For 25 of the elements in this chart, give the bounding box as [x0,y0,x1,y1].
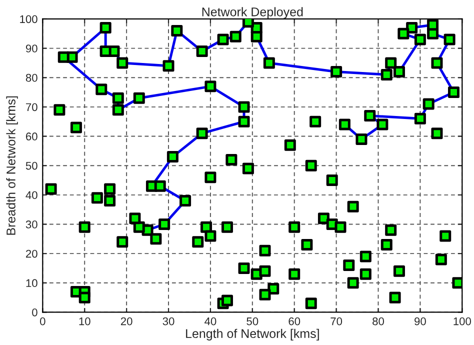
x-tick-label: 30 [162,317,174,326]
x-tick-label: 20 [120,317,132,326]
x-tick-label: 100 [454,317,471,326]
x-tick-label: 60 [288,317,300,326]
y-tick-label: 60 [26,132,38,140]
y-tick-label: 20 [26,250,38,258]
y-tick-label: 50 [26,162,38,170]
x-axis-title: Length of Network [kms] [186,328,319,340]
y-tick-label: 100 [20,15,38,24]
y-tick-label: 30 [26,220,38,228]
chart-title: Network Deployed [202,7,303,19]
y-tick-label: 10 [26,279,38,288]
x-tick-label: 40 [204,317,216,326]
y-tick-label: 80 [26,74,38,82]
y-tick-label: 90 [26,44,38,52]
x-tick-label: 10 [79,317,90,326]
y-tick-label: 70 [26,103,38,112]
x-tick-label: 90 [414,317,426,326]
x-tick-label: 50 [246,317,258,326]
y-tick-label: 0 [32,308,38,316]
x-tick-label: 80 [372,317,384,326]
y-tick-label: 40 [26,191,38,200]
y-axis-title: Breadth of Network [kms] [6,96,18,235]
x-tick-label: 70 [330,317,342,326]
x-tick-label: 0 [40,317,46,326]
